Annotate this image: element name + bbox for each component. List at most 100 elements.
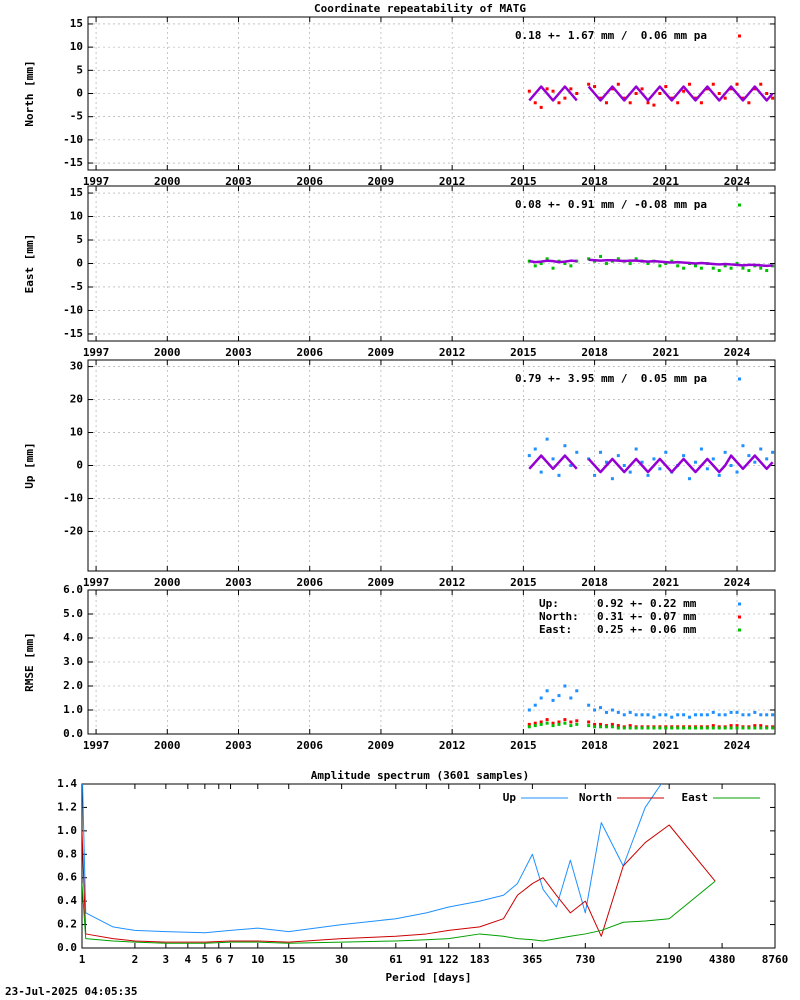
data-point — [610, 725, 614, 729]
x-tick-label: 2018 — [581, 576, 608, 589]
data-point — [616, 710, 620, 714]
data-point — [622, 726, 626, 730]
y-tick-label: 0.4 — [57, 894, 77, 907]
x-tick-label: 2024 — [724, 576, 751, 589]
data-point — [533, 264, 537, 268]
data-point — [711, 710, 715, 714]
data-point — [557, 101, 561, 105]
data-point — [616, 724, 620, 728]
data-point — [527, 722, 531, 726]
y-tick-label: -20 — [63, 524, 83, 537]
data-point — [735, 710, 739, 714]
data-point — [676, 713, 680, 717]
x-tick-label: 15 — [282, 953, 295, 966]
timestamp: 23-Jul-2025 04:05:35 — [5, 985, 137, 998]
legend-swatch — [738, 377, 741, 381]
x-tick-label: 1997 — [83, 739, 110, 752]
data-point — [539, 722, 543, 726]
data-point — [616, 726, 620, 730]
data-point — [652, 103, 656, 107]
data-point — [717, 92, 721, 95]
data-point — [628, 710, 632, 714]
data-point — [575, 450, 579, 454]
data-point — [545, 721, 549, 725]
x-tick-label: 2 — [132, 953, 139, 966]
y-tick-label: 4.0 — [63, 631, 83, 644]
data-point — [717, 726, 721, 730]
y-tick-label: 15 — [70, 17, 83, 30]
legend-label: 0.18 +- 1.67 mm / 0.06 mm pa — [515, 29, 707, 42]
data-point — [628, 262, 632, 265]
data-point — [557, 720, 561, 724]
x-tick-label: 2024 — [724, 739, 751, 752]
x-tick-label: 2006 — [296, 576, 323, 589]
x-tick-label: 61 — [389, 953, 403, 966]
y-axis-label: East [mm] — [23, 234, 36, 294]
data-point — [563, 96, 567, 100]
plot-frame — [81, 783, 776, 949]
data-point — [599, 254, 603, 258]
y-tick-label: 3.0 — [63, 655, 83, 668]
data-point — [664, 85, 668, 89]
data-point — [569, 87, 573, 91]
plot-area — [82, 784, 716, 944]
data-point — [628, 724, 632, 728]
data-point — [557, 473, 561, 477]
data-point — [693, 96, 697, 100]
y-tick-label: -10 — [63, 303, 83, 316]
x-tick-label: 3 — [163, 953, 170, 966]
y-tick-label: 5 — [76, 233, 83, 246]
data-point — [587, 703, 591, 707]
data-point — [634, 447, 638, 451]
x-tick-label: 183 — [470, 953, 490, 966]
data-point — [551, 266, 555, 270]
data-point — [765, 457, 769, 461]
x-tick-label: 2021 — [653, 175, 680, 188]
y-tick-label: 5.0 — [63, 607, 83, 620]
legend-label: East: — [539, 623, 572, 636]
series-line — [82, 880, 716, 944]
x-axis-label: Period [days] — [385, 971, 471, 984]
data-point — [539, 470, 543, 474]
data-point — [599, 450, 603, 454]
data-point — [658, 713, 662, 717]
data-point — [747, 726, 751, 730]
x-tick-label: 2012 — [439, 739, 466, 752]
data-point — [729, 87, 733, 91]
data-point — [771, 726, 775, 730]
data-point — [539, 105, 543, 109]
plot-frame — [87, 589, 776, 735]
legend-label: Up — [503, 791, 517, 804]
x-tick-label: 2009 — [368, 739, 395, 752]
data-point — [622, 464, 626, 467]
x-tick-label: 2006 — [296, 175, 323, 188]
data-point — [670, 715, 674, 719]
data-point — [622, 713, 626, 717]
data-point — [593, 725, 597, 729]
data-point — [545, 257, 549, 261]
plot-frame — [87, 359, 776, 572]
plot-area — [527, 82, 775, 109]
data-point — [593, 708, 597, 712]
data-point — [599, 706, 603, 710]
data-point — [705, 713, 709, 717]
x-tick-label: 730 — [575, 953, 595, 966]
data-point — [563, 262, 567, 265]
x-tick-label: 8760 — [762, 953, 789, 966]
x-tick-label: 1997 — [83, 175, 110, 188]
data-point — [741, 96, 745, 100]
y-tick-label: 1.0 — [63, 703, 83, 716]
data-point — [753, 87, 757, 91]
legend-label: 0.79 +- 3.95 mm / 0.05 mm pa — [515, 372, 707, 385]
data-point — [646, 101, 650, 105]
data-point — [693, 713, 697, 717]
data-point — [610, 87, 614, 91]
data-point — [616, 82, 620, 86]
data-point — [533, 703, 537, 707]
data-point — [599, 725, 603, 729]
data-point — [676, 101, 680, 105]
data-point — [705, 87, 709, 91]
data-point — [533, 721, 537, 725]
y-tick-label: -15 — [63, 156, 83, 169]
